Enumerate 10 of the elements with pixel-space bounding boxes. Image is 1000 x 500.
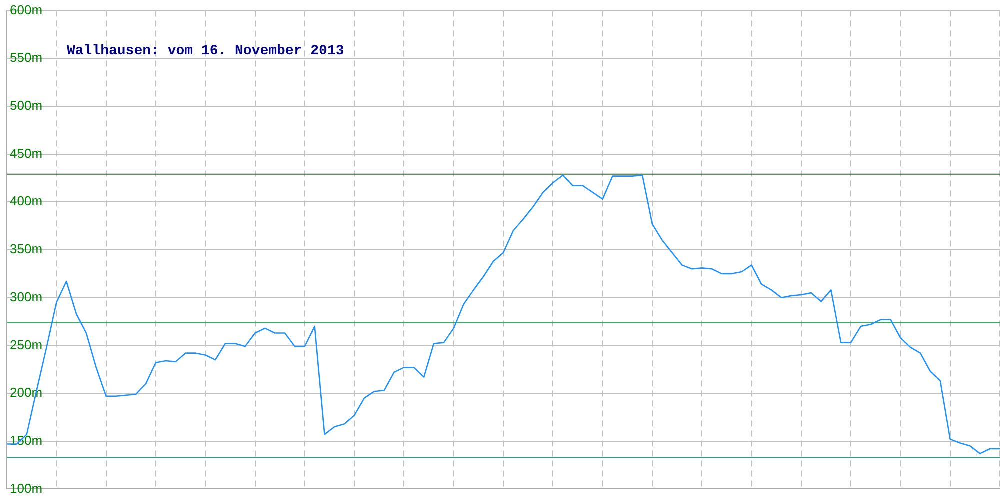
y-tick-label: 600m bbox=[10, 2, 43, 18]
y-tick-label: 450m bbox=[10, 146, 43, 161]
y-tick-label: 550m bbox=[10, 50, 43, 66]
y-tick-label: 300m bbox=[10, 289, 43, 304]
text: Wallhausen: vom 16. November 2013 bbox=[67, 43, 344, 60]
y-tick-label: 350m bbox=[10, 242, 43, 257]
y-tick-label: 100m bbox=[10, 480, 43, 496]
y-tick-label: 400m bbox=[10, 194, 43, 209]
y-tick-label: 500m bbox=[10, 98, 43, 114]
y-tick-label: 250m bbox=[10, 337, 43, 352]
